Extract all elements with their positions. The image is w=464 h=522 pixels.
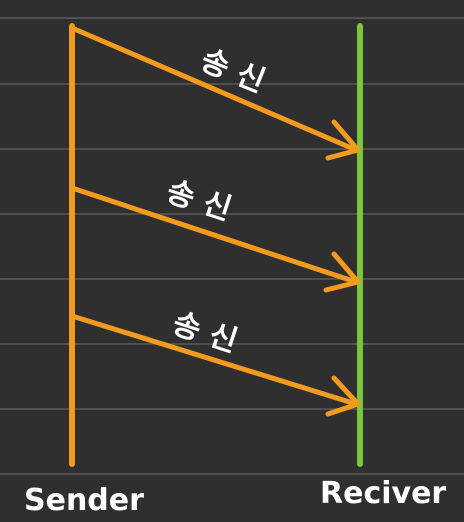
sender-label: Sender [24, 483, 144, 518]
message-label-1: 송 신 [196, 43, 270, 100]
receiver-label: Reciver [320, 476, 446, 511]
